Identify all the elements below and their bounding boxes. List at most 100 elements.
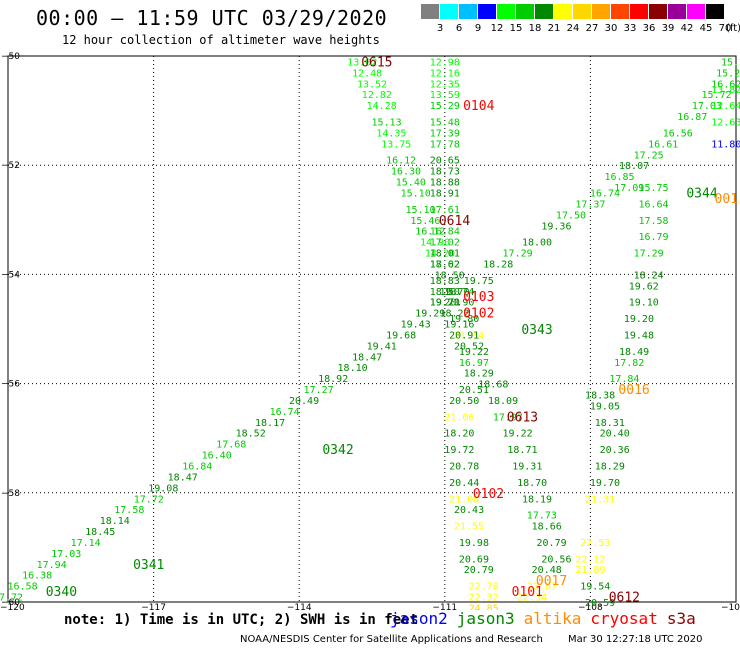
wave-height-point: 17.73: [527, 511, 557, 522]
wave-height-point: 18.09: [488, 396, 518, 407]
wave-height-point: 16.97: [459, 358, 489, 369]
credit-line: NOAA/NESDIS Center for Satellite Applica…: [240, 634, 543, 645]
color-swatch: [687, 4, 706, 19]
wave-height-point: 16.12: [386, 156, 416, 167]
y-tick-label: −54: [1, 270, 20, 280]
wave-height-point: 13.75: [381, 139, 411, 150]
wave-height-point: 19.29: [415, 309, 445, 320]
wave-height-point: 17.09: [614, 183, 644, 194]
wave-height-point: 19.75: [464, 276, 494, 287]
wave-height-point: 17.84: [609, 374, 639, 385]
wave-height-point: 19.48: [624, 330, 654, 341]
pass-time-label: 0017: [536, 574, 567, 589]
color-swatch: [554, 4, 573, 19]
wave-height-point: 19.70: [430, 298, 460, 309]
wave-height-point: 14.20: [425, 249, 455, 260]
wave-height-point: 18.73: [430, 167, 460, 178]
wave-height-point: 15.72: [702, 90, 732, 101]
wave-height-point: 19.41: [367, 341, 397, 352]
wave-height-point: 23.56: [512, 609, 542, 610]
wave-height-point: 18.31: [595, 418, 625, 429]
wave-height-point: 16.79: [638, 232, 668, 243]
wave-height-point: 15.75: [638, 183, 668, 194]
chart-subtitle: 12 hour collection of altimeter wave hei…: [62, 33, 380, 47]
wave-height-point: 17.03: [51, 549, 81, 560]
color-swatch-label: 33: [623, 23, 637, 34]
chart-title: 00:00 – 11:59 UTC 03/29/2020: [36, 6, 388, 30]
wave-height-point: 18.45: [85, 527, 115, 538]
wave-height-point: 13.59: [430, 90, 460, 101]
wave-height-point: 19.08: [148, 483, 178, 494]
color-swatch: [459, 4, 478, 19]
wave-height-point: 20.59: [585, 598, 615, 609]
wave-height-point: 20.50: [449, 396, 479, 407]
wave-height-point: 19.98: [459, 538, 489, 549]
wave-height-point: 18.19: [522, 494, 552, 505]
wave-height-point: 18.10: [338, 363, 368, 374]
wave-height-point: 19.70: [439, 287, 469, 298]
wave-height-point: 16.74: [590, 189, 620, 200]
wave-height-point: 20.79: [537, 538, 567, 549]
pass-time-label: 0341: [133, 558, 164, 573]
wave-height-point: 21.31: [585, 494, 615, 505]
color-swatch: [573, 4, 592, 19]
wave-height-point: 17.58: [638, 216, 668, 227]
wave-height-point: 22.78: [469, 582, 499, 593]
y-tick-label: −60: [1, 598, 20, 608]
wave-height-point: 11.80: [711, 139, 740, 150]
color-swatch: [611, 4, 630, 19]
y-tick-label: −58: [1, 489, 20, 499]
wave-height-point: 17.39: [430, 128, 460, 139]
color-swatch-label: 39: [661, 23, 675, 34]
color-swatch: [668, 4, 687, 19]
wave-height-point: 20.65: [430, 156, 460, 167]
wave-height-point: 18.38: [585, 391, 615, 402]
wave-height-point: 18.07: [619, 161, 649, 172]
wave-height-point: 12.64: [711, 101, 740, 112]
wave-height-point: 15.48: [430, 118, 460, 129]
pass-time-label: 0101: [512, 585, 543, 600]
wave-height-point: 14.35: [376, 128, 406, 139]
wave-height-point: 18.52: [236, 429, 266, 440]
pass-time-label: 0342: [322, 443, 353, 458]
wave-height-point: 16.56: [663, 128, 693, 139]
wave-height-point: 16.84: [182, 462, 212, 473]
color-scale-unit: (ft): [726, 23, 740, 34]
wave-height-point: 16.40: [202, 451, 232, 462]
satellite-legend: jason2 jason3 altika cryosat s3a: [390, 609, 705, 628]
x-tick-label: −117: [141, 603, 166, 610]
wave-height-point: 24.85: [469, 603, 499, 610]
wave-height-point: 16.62: [711, 79, 740, 90]
color-swatch: [630, 4, 649, 19]
wave-height-point: 18.01: [430, 249, 460, 260]
color-swatch-label: 12: [490, 23, 504, 34]
wave-height-point: 17.02: [430, 259, 460, 270]
wave-height-point: 18.83: [430, 276, 460, 287]
wave-height-point: 15.10: [401, 189, 431, 200]
wave-height-point: 19.22: [459, 347, 489, 358]
wave-height-point: 20.79: [464, 565, 494, 576]
wave-height-point: 16.30: [391, 167, 421, 178]
wave-height-point: 22.34: [517, 593, 547, 604]
wave-height-point: 18.17: [255, 418, 285, 429]
wave-height-point: 18.28: [483, 259, 513, 270]
wave-height-point: 22.32: [469, 593, 499, 604]
color-swatch-label: 27: [585, 23, 599, 34]
color-swatch-label: 21: [547, 23, 561, 34]
wave-height-point: 13.82: [711, 85, 740, 96]
color-swatch: [592, 4, 611, 19]
color-swatch: [421, 4, 440, 19]
wave-height-point: 18.00: [522, 238, 552, 249]
wave-height-point: 17.14: [71, 538, 101, 549]
y-tick-label: −56: [1, 380, 20, 390]
wave-height-point: 21.89: [575, 565, 605, 576]
wave-height-point: 16.61: [648, 139, 678, 150]
color-swatch-label: 70: [718, 23, 732, 34]
wave-height-point: 17.29: [634, 249, 664, 260]
wave-height-point: 19.31: [512, 462, 542, 473]
color-swatch-label: 6: [455, 23, 463, 34]
wave-height-plot: −120 −117 −114 −111 −108 −10 −50 −52 −54 −56 −58 −6…: [0, 52, 740, 610]
y-tick-label: −52: [1, 161, 20, 171]
wave-height-point: 12.35: [430, 79, 460, 90]
color-swatch-label: 30: [604, 23, 618, 34]
